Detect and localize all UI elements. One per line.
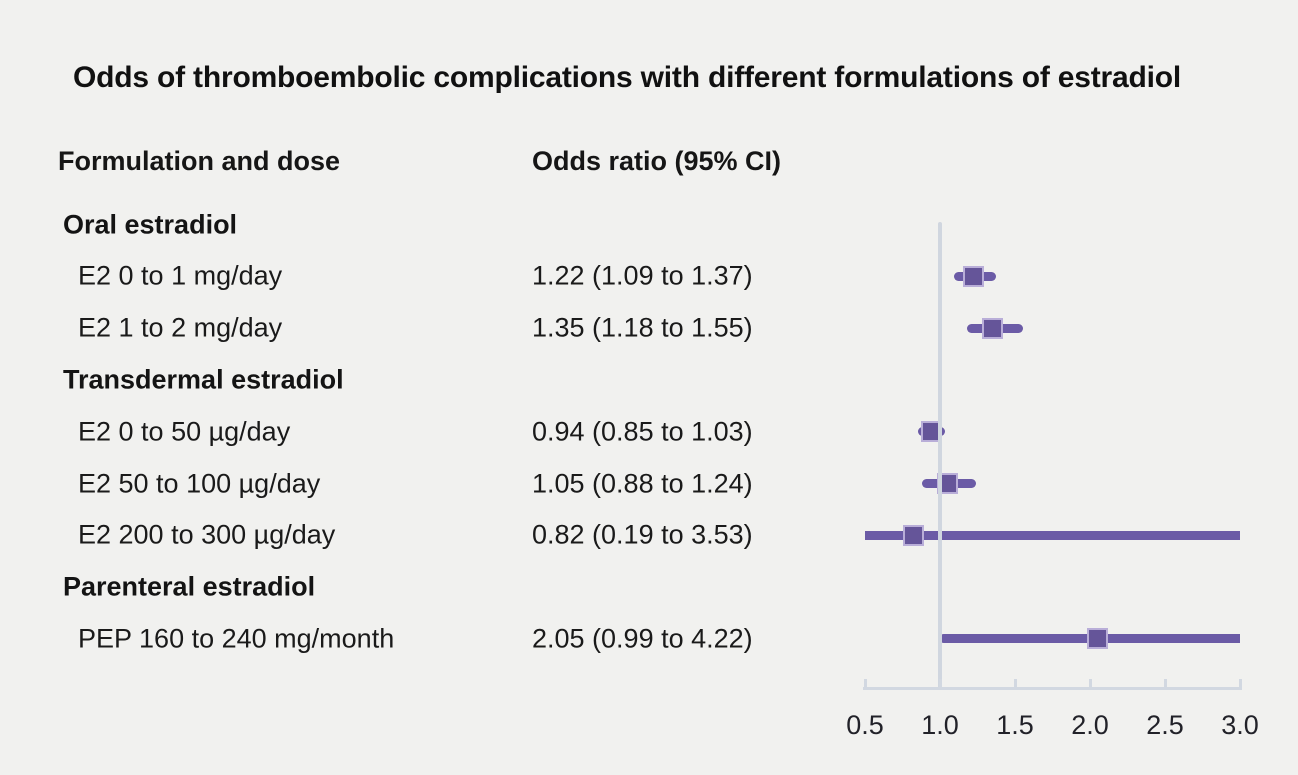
confidence-interval-line xyxy=(865,530,1240,540)
group-label: Oral estradiol xyxy=(63,209,238,239)
item-label: E2 0 to 50 µg/day xyxy=(78,416,291,447)
item-label: PEP 160 to 240 mg/month xyxy=(78,623,395,654)
odds-ratio-value: 0.82 (0.19 to 3.53) xyxy=(532,519,753,550)
axis-tick xyxy=(938,679,942,687)
odds-ratio-value: 1.22 (1.09 to 1.37) xyxy=(532,260,753,291)
axis-tick-label: 3.0 xyxy=(1221,710,1259,740)
odds-ratio-value: 1.05 (0.88 to 1.24) xyxy=(532,468,753,498)
estimate-marker xyxy=(962,265,984,287)
odds-ratio-value: 2.05 (0.99 to 4.22) xyxy=(532,623,753,654)
axis-tick xyxy=(1163,679,1167,687)
reference-line xyxy=(938,222,942,690)
x-axis-line xyxy=(863,687,1242,690)
item-label: E2 50 to 100 µg/day xyxy=(78,468,321,498)
axis-tick-label: 1.5 xyxy=(996,710,1034,740)
figure-title: Odds of thromboembolic complications wit… xyxy=(73,61,1181,94)
odds-ratio-value: 0.94 (0.85 to 1.03) xyxy=(532,416,753,447)
item-label: E2 1 to 2 mg/day xyxy=(78,312,283,343)
axis-tick-label: 0.5 xyxy=(846,710,884,740)
axis-tick xyxy=(1238,679,1242,687)
estimate-marker xyxy=(902,524,924,546)
axis-tick xyxy=(1013,679,1017,687)
axis-tick xyxy=(863,679,867,687)
column-header-formulation: Formulation and dose xyxy=(58,146,341,176)
group-label: Transdermal estradiol xyxy=(63,364,344,395)
item-label: E2 0 to 1 mg/day xyxy=(78,260,283,291)
estimate-marker xyxy=(1087,628,1108,650)
odds-ratio-value: 1.35 (1.18 to 1.55) xyxy=(532,312,753,343)
estimate-marker xyxy=(982,317,1003,339)
group-label: Parenteral estradiol xyxy=(63,571,316,602)
axis-tick-label: 2.5 xyxy=(1146,710,1184,740)
item-label: E2 200 to 300 µg/day xyxy=(78,519,336,550)
axis-tick xyxy=(1088,679,1092,687)
column-header-odds-ratio: Odds ratio (95% CI) xyxy=(532,146,782,176)
axis-tick-label: 1.0 xyxy=(921,710,959,740)
axis-tick-label: 2.0 xyxy=(1071,710,1109,740)
